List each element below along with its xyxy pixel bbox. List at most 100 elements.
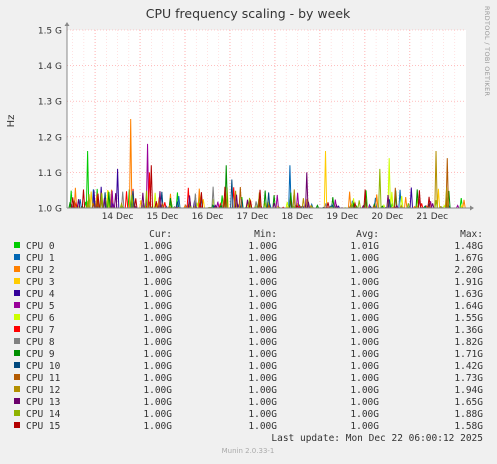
legend-value-min: 1.00G <box>248 277 277 288</box>
legend-swatch <box>14 254 20 260</box>
legend-value-min: 1.00G <box>248 241 277 252</box>
legend-swatch <box>14 422 20 428</box>
legend-swatch <box>14 242 20 248</box>
legend-value-cur: 1.00G <box>143 277 172 288</box>
legend-swatch <box>14 302 20 308</box>
legend-swatch <box>14 374 20 380</box>
legend-value-cur: 1.00G <box>143 241 172 252</box>
legend-value-avg: 1.00G <box>350 289 379 300</box>
legend-value-min: 1.00G <box>248 301 277 312</box>
legend-swatch <box>14 278 20 284</box>
legend-value-min: 1.00G <box>248 313 277 324</box>
legend-value-cur: 1.00G <box>143 313 172 324</box>
legend-value-avg: 1.00G <box>350 253 379 264</box>
y-tick-label: 1.2 G <box>38 133 62 143</box>
legend-swatch <box>14 338 20 344</box>
legend-swatch <box>14 398 20 404</box>
legend-series-name: CPU 11 <box>26 373 61 384</box>
x-tick-label: 16 Dec <box>192 212 224 222</box>
legend-swatch <box>14 266 20 272</box>
x-tick-label: 14 Dec <box>102 212 134 222</box>
legend-swatch <box>14 314 20 320</box>
legend-value-cur: 1.00G <box>143 421 172 432</box>
legend-value-max: 1.55G <box>454 313 483 324</box>
chart-title: CPU frequency scaling - by week <box>146 6 351 21</box>
legend-value-avg: 1.00G <box>350 409 379 420</box>
legend-value-cur: 1.00G <box>143 289 172 300</box>
legend-value-cur: 1.00G <box>143 337 172 348</box>
munin-version: Munin 2.0.33-1 <box>222 447 275 455</box>
legend-value-cur: 1.00G <box>143 253 172 264</box>
y-tick-label: 1.5 G <box>38 27 62 37</box>
legend-value-avg: 1.00G <box>350 421 379 432</box>
legend-value-max: 1.71G <box>454 349 483 360</box>
legend-swatch <box>14 386 20 392</box>
legend-header-avg: Avg: <box>356 229 379 240</box>
legend-series-name: CPU 0 <box>26 241 55 252</box>
legend-value-avg: 1.00G <box>350 349 379 360</box>
x-tick-label: 17 Dec <box>237 212 269 222</box>
legend-value-avg: 1.00G <box>350 325 379 336</box>
legend-value-avg: 1.00G <box>350 277 379 288</box>
legend-value-min: 1.00G <box>248 325 277 336</box>
y-axis-arrow <box>64 22 70 26</box>
legend-value-avg: 1.00G <box>350 373 379 384</box>
axes: 1.0 G 1.1 G 1.2 G 1.3 G 1.4 G 1.5 G 14 Dec 15 D… <box>38 22 474 222</box>
legend-series-name: CPU 13 <box>26 397 60 408</box>
legend-series-name: CPU 8 <box>26 337 55 348</box>
legend-series-name: CPU 3 <box>26 277 55 288</box>
legend-value-max: 2.20G <box>454 265 483 276</box>
legend-swatch <box>14 362 20 368</box>
legend-value-cur: 1.00G <box>143 397 172 408</box>
y-tick-label: 1.0 G <box>38 205 62 215</box>
legend-value-max: 1.64G <box>454 301 483 312</box>
legend-value-cur: 1.00G <box>143 373 172 384</box>
legend-value-avg: 1.00G <box>350 361 379 372</box>
y-tick-label: 1.1 G <box>38 169 62 179</box>
legend-swatch <box>14 350 20 356</box>
legend-value-cur: 1.00G <box>143 361 172 372</box>
legend-value-max: 1.58G <box>454 421 483 432</box>
legend-value-avg: 1.01G <box>350 241 379 252</box>
legend-value-min: 1.00G <box>248 421 277 432</box>
legend-header-cur: Cur: <box>149 229 172 240</box>
legend-value-max: 1.36G <box>454 325 483 336</box>
legend-swatch <box>14 410 20 416</box>
legend-value-min: 1.00G <box>248 349 277 360</box>
watermark: RRDTOOL / TOBI OETIKER <box>483 6 491 96</box>
legend-value-cur: 1.00G <box>143 301 172 312</box>
legend-value-min: 1.00G <box>248 253 277 264</box>
legend-value-max: 1.94G <box>454 385 483 396</box>
last-update-text: Last update: Mon Dec 22 06:00:12 2025 <box>271 433 483 444</box>
legend-value-cur: 1.00G <box>143 349 172 360</box>
legend-value-cur: 1.00G <box>143 385 172 396</box>
legend-series-name: CPU 7 <box>26 325 55 336</box>
x-tick-label: 15 Dec <box>147 212 179 222</box>
legend-value-min: 1.00G <box>248 265 277 276</box>
legend-series-name: CPU 5 <box>26 301 55 312</box>
legend-swatch <box>14 290 20 296</box>
legend-value-min: 1.00G <box>248 361 277 372</box>
plot-canvas <box>67 30 466 208</box>
legend-header-max: Max: <box>460 229 483 240</box>
legend-value-cur: 1.00G <box>143 409 172 420</box>
legend-value-min: 1.00G <box>248 397 277 408</box>
legend-value-avg: 1.00G <box>350 313 379 324</box>
legend-series-name: CPU 14 <box>26 409 61 420</box>
legend-value-max: 1.82G <box>454 337 483 348</box>
legend-value-cur: 1.00G <box>143 325 172 336</box>
legend-value-max: 1.42G <box>454 361 483 372</box>
legend-value-min: 1.00G <box>248 385 277 396</box>
legend-series-name: CPU 12 <box>26 385 60 396</box>
legend-header-min: Min: <box>254 229 277 240</box>
x-axis-arrow <box>470 205 474 211</box>
legend-value-min: 1.00G <box>248 337 277 348</box>
y-axis-label: Hz <box>6 115 17 128</box>
legend-value-max: 1.67G <box>454 253 483 264</box>
legend-value-min: 1.00G <box>248 409 277 420</box>
legend-series-name: CPU 1 <box>26 253 55 264</box>
legend-value-max: 1.88G <box>454 409 483 420</box>
legend-value-avg: 1.00G <box>350 337 379 348</box>
legend-value-max: 1.48G <box>454 241 483 252</box>
